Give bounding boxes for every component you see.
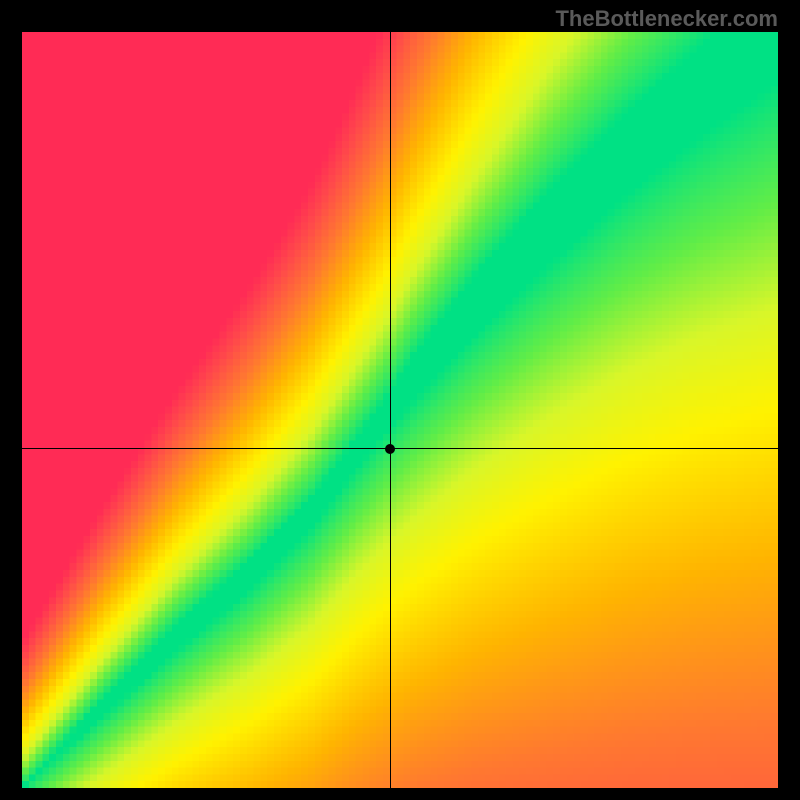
selected-point [385, 444, 395, 454]
crosshair-horizontal [22, 448, 778, 449]
chart-container: TheBottlenecker.com [0, 0, 800, 800]
heatmap-canvas [22, 32, 778, 788]
plot-area [22, 32, 778, 788]
watermark-text: TheBottlenecker.com [555, 6, 778, 32]
crosshair-vertical [390, 32, 391, 788]
